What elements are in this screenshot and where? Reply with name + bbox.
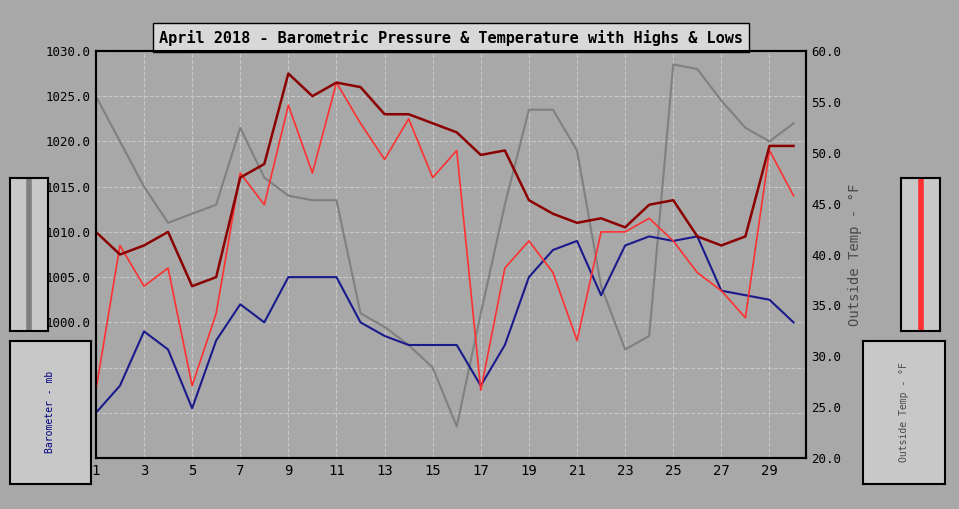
Text: Barometer - mb: Barometer - mb xyxy=(45,371,56,454)
Y-axis label: Barometer - mb: Barometer - mb xyxy=(24,196,38,313)
Title: April 2018 - Barometric Pressure & Temperature with Highs & Lows: April 2018 - Barometric Pressure & Tempe… xyxy=(159,30,742,46)
Text: Outside Temp - °F: Outside Temp - °F xyxy=(899,362,909,462)
Y-axis label: Outside Temp - °F: Outside Temp - °F xyxy=(848,183,862,326)
